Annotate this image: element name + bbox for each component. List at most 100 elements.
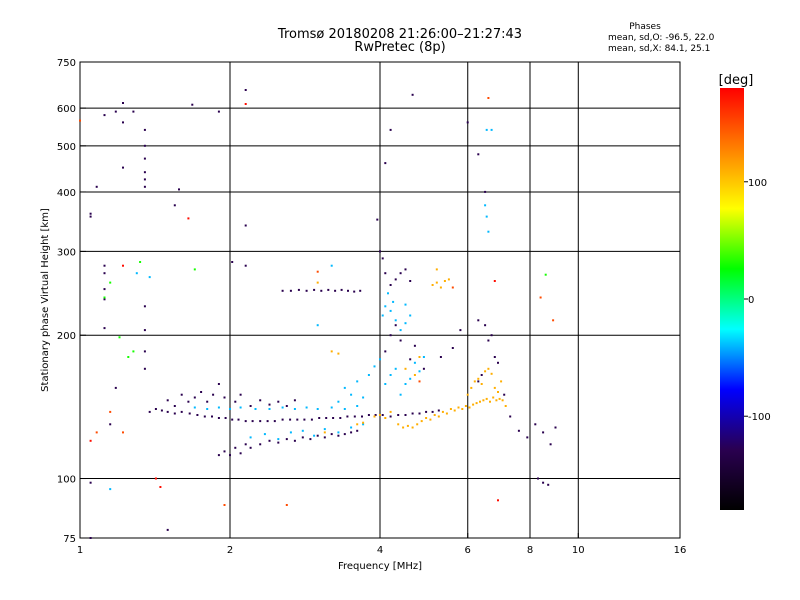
- x-tick-label: 10: [572, 545, 585, 556]
- data-point: [103, 264, 106, 267]
- data-point: [449, 408, 452, 410]
- data-point: [103, 272, 106, 275]
- data-point: [542, 431, 545, 434]
- data-point: [301, 429, 304, 432]
- data-point: [422, 367, 425, 370]
- data-point: [411, 412, 414, 415]
- data-point: [239, 406, 242, 409]
- data-point: [122, 102, 124, 104]
- data-point: [223, 504, 226, 506]
- data-point: [224, 417, 227, 419]
- data-point: [330, 264, 333, 267]
- data-point: [356, 405, 359, 407]
- data-point: [343, 386, 346, 389]
- data-point: [339, 417, 342, 419]
- data-point: [544, 273, 547, 276]
- data-point: [413, 344, 416, 347]
- data-point: [404, 367, 407, 370]
- data-point: [166, 399, 169, 402]
- data-point: [310, 418, 313, 421]
- data-point: [443, 280, 446, 282]
- data-point: [173, 412, 176, 415]
- data-point: [480, 383, 483, 385]
- data-point: [178, 188, 180, 191]
- data-point: [404, 303, 407, 306]
- data-point: [289, 431, 292, 434]
- data-point: [362, 396, 365, 399]
- data-point: [350, 431, 353, 434]
- data-point: [500, 380, 503, 383]
- data-point: [517, 429, 520, 432]
- data-point: [379, 414, 381, 416]
- y-tick-label: 300: [57, 247, 76, 258]
- data-point: [206, 400, 209, 403]
- data-point: [316, 270, 319, 273]
- data-point: [281, 406, 284, 409]
- data-point: [296, 418, 299, 421]
- data-point: [381, 414, 384, 416]
- data-point: [325, 417, 328, 419]
- data-point: [154, 477, 157, 480]
- colorbar-label: [deg]: [719, 73, 754, 88]
- data-point: [389, 410, 392, 413]
- data-point: [409, 358, 412, 361]
- data-point: [418, 380, 421, 383]
- data-point: [239, 452, 242, 455]
- data-point: [350, 393, 353, 396]
- x-tick-label: 4: [377, 545, 383, 556]
- data-point: [293, 399, 296, 402]
- data-point: [404, 414, 407, 416]
- data-points: [79, 89, 557, 539]
- data-point: [143, 305, 146, 308]
- data-point: [148, 276, 151, 279]
- data-point: [484, 324, 487, 327]
- data-point: [399, 339, 402, 342]
- data-point: [497, 391, 499, 393]
- data-point: [103, 327, 106, 330]
- data-point: [453, 409, 456, 412]
- data-point: [254, 408, 257, 410]
- data-point: [437, 409, 440, 412]
- data-point: [416, 423, 419, 426]
- data-point: [143, 350, 146, 353]
- data-point: [472, 403, 475, 406]
- colorbar: [deg] -100 0 100: [719, 73, 771, 510]
- data-point: [362, 423, 365, 426]
- data-point: [244, 89, 247, 91]
- data-point: [320, 289, 323, 292]
- data-point: [429, 418, 432, 421]
- data-point: [143, 171, 146, 174]
- data-point: [493, 280, 496, 282]
- data-point: [268, 439, 271, 442]
- data-point: [394, 324, 397, 327]
- data-point: [285, 438, 288, 441]
- data-point: [384, 162, 387, 165]
- x-tick-label: 2: [227, 545, 233, 556]
- data-point: [285, 405, 288, 407]
- data-point: [234, 446, 237, 449]
- data-point: [547, 483, 550, 486]
- data-point: [457, 406, 460, 409]
- data-point: [266, 420, 269, 423]
- data-point: [132, 350, 135, 353]
- data-point: [122, 121, 124, 124]
- data-point: [389, 374, 392, 376]
- data-point: [464, 405, 467, 407]
- data-point: [362, 421, 365, 424]
- data-point: [139, 261, 142, 263]
- data-point: [244, 103, 247, 105]
- data-point: [135, 272, 138, 275]
- phases-x-stats: mean, sd,X: 84.1, 25.1: [608, 44, 711, 54]
- data-point: [234, 400, 237, 403]
- data-point: [389, 334, 392, 337]
- data-point: [461, 408, 464, 410]
- data-point: [399, 393, 402, 396]
- data-point: [477, 377, 480, 380]
- data-point: [259, 420, 262, 423]
- y-tick-label: 500: [57, 142, 76, 153]
- chart-subtitle: RwPretec (8p): [354, 40, 446, 55]
- data-point: [451, 286, 454, 289]
- data-point: [418, 356, 421, 358]
- data-point: [402, 426, 405, 429]
- data-point: [466, 121, 469, 124]
